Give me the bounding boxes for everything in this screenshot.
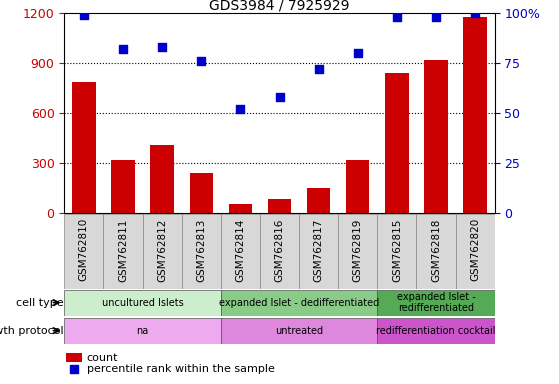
Point <box>275 94 284 100</box>
Bar <box>229 204 252 213</box>
Text: GSM762817: GSM762817 <box>314 218 324 281</box>
Bar <box>64 318 221 344</box>
Bar <box>150 145 174 213</box>
Text: GSM762814: GSM762814 <box>235 218 245 281</box>
Bar <box>72 82 96 213</box>
Point <box>197 58 206 65</box>
Bar <box>268 199 291 213</box>
Text: redifferentiation cocktail: redifferentiation cocktail <box>376 326 496 336</box>
Text: expanded Islet - dedifferentiated: expanded Islet - dedifferentiated <box>219 298 379 308</box>
Text: na: na <box>136 326 149 336</box>
Bar <box>463 17 487 213</box>
Text: GSM762815: GSM762815 <box>392 218 402 281</box>
Text: uncultured Islets: uncultured Islets <box>102 298 183 308</box>
Point <box>119 46 127 53</box>
Bar <box>221 214 260 289</box>
Bar <box>338 214 377 289</box>
Bar <box>260 214 299 289</box>
Bar <box>385 73 409 213</box>
Text: GSM762818: GSM762818 <box>431 218 441 281</box>
Bar <box>424 60 448 213</box>
Bar <box>221 290 377 316</box>
Bar <box>377 214 416 289</box>
Text: GSM762820: GSM762820 <box>470 218 480 281</box>
Text: GSM762819: GSM762819 <box>353 218 363 281</box>
Bar <box>103 214 143 289</box>
Text: GSM762816: GSM762816 <box>274 218 285 281</box>
Point <box>158 44 167 50</box>
Bar <box>64 214 103 289</box>
Bar <box>416 214 456 289</box>
Text: growth protocol: growth protocol <box>0 326 64 336</box>
Point <box>314 66 323 73</box>
Bar <box>190 173 213 213</box>
Title: GDS3984 / 7925929: GDS3984 / 7925929 <box>209 0 350 12</box>
Text: GSM762813: GSM762813 <box>196 218 206 281</box>
Bar <box>307 188 330 213</box>
Text: count: count <box>87 353 118 362</box>
Bar <box>299 214 338 289</box>
Bar <box>346 160 369 213</box>
Bar <box>64 290 221 316</box>
Text: cell type: cell type <box>16 298 64 308</box>
Point <box>353 50 362 56</box>
Bar <box>221 318 377 344</box>
Point <box>236 106 245 113</box>
Point <box>432 14 440 20</box>
Point <box>79 12 88 18</box>
Bar <box>377 318 495 344</box>
Text: percentile rank within the sample: percentile rank within the sample <box>87 364 274 374</box>
Point <box>471 10 480 17</box>
Text: expanded Islet -
redifferentiated: expanded Islet - redifferentiated <box>397 292 475 313</box>
Text: GSM762812: GSM762812 <box>157 218 167 281</box>
Bar <box>67 353 82 362</box>
Text: GSM762811: GSM762811 <box>118 218 128 281</box>
Text: untreated: untreated <box>275 326 323 336</box>
Point <box>392 14 401 20</box>
Bar <box>143 214 182 289</box>
Bar <box>377 290 495 316</box>
Point <box>69 366 78 372</box>
Text: GSM762810: GSM762810 <box>79 218 89 281</box>
Bar <box>182 214 221 289</box>
Bar <box>456 214 495 289</box>
Bar <box>111 160 135 213</box>
